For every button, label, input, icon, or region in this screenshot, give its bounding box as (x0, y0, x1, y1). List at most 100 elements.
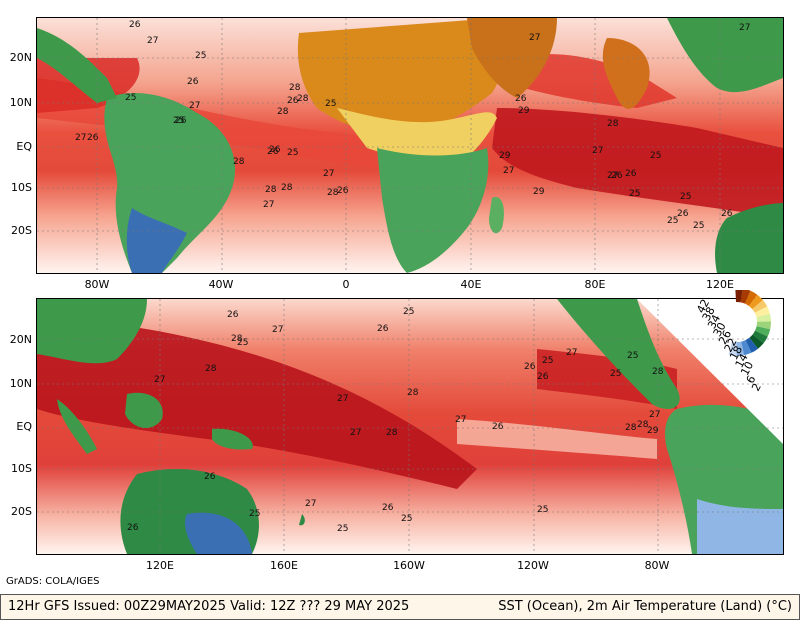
variable-title: SST (Ocean), 2m Air Temperature (Land) (… (498, 599, 792, 614)
top-contour-label: 27 (189, 101, 200, 111)
top-contour-label: 26 (267, 147, 279, 157)
lat-label-top-10s: 10S (11, 181, 32, 194)
legend-swatch (754, 306, 770, 318)
top-contour-label: 28 (277, 107, 289, 117)
legend-label: 34 (705, 313, 723, 331)
grads-credit: GrADS: COLA/IGES (6, 576, 100, 587)
indian-warm-pool (492, 108, 783, 218)
land-se-asia (37, 299, 147, 364)
lon-label-top-80e: 80E (584, 278, 606, 291)
lat-label-bottom-20s: 20S (11, 505, 32, 518)
top-contour-label: 25 (173, 116, 184, 126)
land-africa-north (297, 18, 509, 138)
bottom-contour-label: 25 (337, 524, 348, 534)
top-contour-label: 28 (607, 119, 619, 129)
top-contour-label: 29 (499, 151, 511, 161)
bottom-contour-label: 26 (204, 472, 216, 482)
bottom-contour-label: 27 (649, 410, 660, 420)
top-contour-label: 28 (265, 185, 277, 195)
legend-swatch (736, 341, 745, 356)
legend-swatch (745, 337, 759, 353)
land-south-america-cold (697, 499, 783, 554)
top-contour-label: 25 (693, 221, 704, 231)
bottom-contour-label: 25 (237, 338, 248, 348)
top-contour-label: 28 (289, 83, 301, 93)
legend-label: 10 (738, 359, 756, 377)
bottom-contour-label: 27 (337, 394, 348, 404)
land-madagascar (489, 197, 504, 234)
top-contour-label: 28 (297, 94, 309, 104)
legend-label: 22 (722, 336, 740, 354)
top-contour-label: 26 (187, 77, 199, 87)
land-se-asia (667, 18, 783, 93)
top-contour-label: 27 (739, 23, 750, 33)
land-nz (299, 514, 305, 526)
map-panel-bottom: 25 26 27 26 25 28 27 28 27 28 27 26 26 25 26 27 28 25 25 27… (36, 298, 784, 555)
lat-label-bottom-10n: 10N (9, 377, 32, 390)
legend-arcs (728, 290, 771, 356)
legend-swatch (752, 300, 768, 313)
top-contour-label: 25 (667, 216, 678, 226)
legend-swatch (756, 313, 771, 322)
top-contour-label: 27 (503, 166, 514, 176)
legend-swatch (748, 294, 763, 310)
west-pacific-warm-pool (37, 319, 477, 489)
top-contour-label: 25 (680, 192, 691, 202)
bottom-contour-label: 26 (227, 310, 239, 320)
legend-label: 30 (711, 320, 729, 338)
bottom-contour-label: 26 (377, 324, 389, 334)
top-contour-label: 26 (611, 171, 623, 181)
land-africa-sahel (337, 108, 497, 163)
bottom-contour-label: 26 (127, 523, 139, 533)
lon-label-bottom-160e: 160E (270, 559, 298, 572)
top-contour-label: 26 (337, 186, 349, 196)
legend-label: 14 (733, 352, 751, 370)
bottom-contour-label: 28 (637, 420, 649, 430)
lon-label-bottom-120e: 120E (146, 559, 174, 572)
bottom-contour-label: 27 (154, 375, 165, 385)
lat-label-top-10n: 10N (9, 96, 32, 109)
map-panel-top: 26 27 25 26 25 27 26 27 26 28 28 26 25 26 28 25 26 25 28 27… (36, 17, 784, 274)
top-contour-label: 25 (629, 189, 640, 199)
top-contour-label: 28 (327, 188, 339, 198)
land-africa-central (377, 148, 489, 273)
legend-swatch (752, 330, 768, 344)
bottom-contour-label: 25 (542, 356, 553, 366)
top-contour-label: 26 (129, 20, 141, 30)
land-new-guinea (212, 428, 253, 450)
land-australia (715, 203, 783, 273)
land-india (602, 38, 650, 109)
top-contour-label: 27 (529, 33, 540, 43)
lon-label-top-0: 0 (342, 278, 350, 291)
bottom-contour-label: 28 (625, 423, 637, 433)
top-contour-label: 26 (87, 133, 99, 143)
bottom-contour-label: 25 (610, 369, 621, 379)
lat-label-top-20n: 20N (9, 51, 32, 64)
top-contour-label: 26 (625, 169, 637, 179)
legend-swatch (749, 334, 764, 349)
lon-label-bottom-160w: 160W (393, 559, 425, 572)
lon-label-top-120e: 120E (706, 278, 734, 291)
legend-swatch (740, 290, 751, 304)
bottom-contour-label: 28 (231, 334, 243, 344)
top-contour-label: 26 (269, 145, 281, 155)
bottom-contour-label: 26 (537, 372, 549, 382)
bottom-contour-label: 28 (386, 428, 398, 438)
top-contour-label: 28 (281, 183, 293, 193)
top-contour-label: 26 (287, 96, 299, 106)
bottom-contour-label: 26 (382, 503, 394, 513)
legend-swatch (741, 340, 752, 356)
bottom-contour-label: 25 (537, 505, 548, 515)
land-south-america-cold (126, 208, 187, 273)
top-contour-label: 27 (323, 169, 334, 179)
top-contour-label: 25 (287, 148, 298, 158)
bottom-contour-label: 27 (272, 325, 283, 335)
legend-swatch (728, 341, 737, 356)
legend-label: 18 (727, 344, 745, 362)
bottom-contour-label: 25 (403, 307, 414, 317)
